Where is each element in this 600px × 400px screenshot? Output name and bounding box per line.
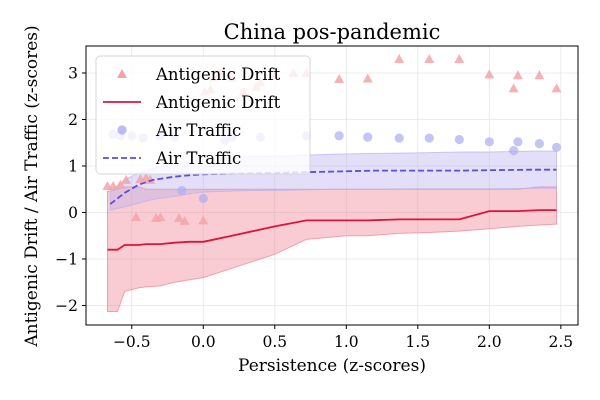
data-point-circle [484,137,494,147]
data-point-triangle [394,54,405,64]
data-point-circle [454,134,464,145]
data-point-triangle [362,73,373,83]
data-point-circle [177,186,187,196]
x-tick-label: 2.0 [477,333,502,351]
data-point-triangle [512,70,523,80]
y-axis-label: Antigenic Drift / Air Traffic (z-scores) [22,25,42,347]
data-point-triangle [508,83,519,93]
x-tick-label: 2.5 [549,333,574,351]
data-point-triangle [424,54,435,64]
y-tick-label: 2 [68,111,78,129]
data-point-triangle [173,213,184,223]
data-point-triangle [454,54,465,64]
legend-circle-swatch [117,125,127,135]
data-point-triangle [131,212,142,222]
data-point-triangle [551,83,562,93]
data-point-circle [198,193,208,204]
x-tick-label: 0.0 [191,333,216,351]
y-tick-label: −1 [55,250,78,268]
series-line-1 [107,209,557,251]
y-tick-label: −2 [55,297,78,315]
data-point-triangle [155,212,166,222]
data-point-triangle [179,215,190,225]
legend-triangle-swatch [117,69,127,78]
legend-box [95,55,311,175]
data-point-circle [534,139,544,149]
data-point-circle [513,137,523,147]
legend: Antigenic Drift Antigenic Drift Air Traffi… [95,55,311,175]
x-tick-label: −0.5 [113,333,151,351]
legend-label: Air Traffic [155,121,241,140]
legend-label: Air Traffic [155,149,241,168]
data-point-circle [509,146,519,156]
data-point-circle [394,133,404,143]
data-point-circle [551,142,562,152]
data-point-circle [424,133,434,143]
x-axis-label: Persistence (z-scores) [238,356,426,376]
data-point-triangle [121,174,132,184]
x-tick-label: 0.5 [262,333,287,351]
legend-label: Antigenic Drift [155,65,281,84]
data-point-triangle [115,179,126,189]
data-point-circle [363,132,373,142]
axis-ticks: −0.5 0.0 0.5 1.0 1.5 2.0 2.5 −2 −1 0 1 2 3 [55,64,573,351]
data-point-circle [334,131,344,141]
y-tick-label: 1 [68,157,78,175]
x-tick-label: 1.0 [334,333,359,351]
y-tick-label: 0 [68,204,78,222]
data-point-triangle [484,69,495,79]
data-point-triangle [198,215,209,225]
plot-frame [85,45,579,326]
data-point-triangle [534,70,545,80]
x-tick-label: 1.5 [405,333,430,351]
y-tick-label: 3 [68,64,78,82]
legend-label: Antigenic Drift [155,93,281,112]
data-point-triangle [334,74,345,84]
data-point-triangle [145,174,156,184]
confidence-band-1 [107,186,557,312]
data-point-triangle [108,180,119,190]
chart-title: China pos-pandemic [224,20,441,44]
